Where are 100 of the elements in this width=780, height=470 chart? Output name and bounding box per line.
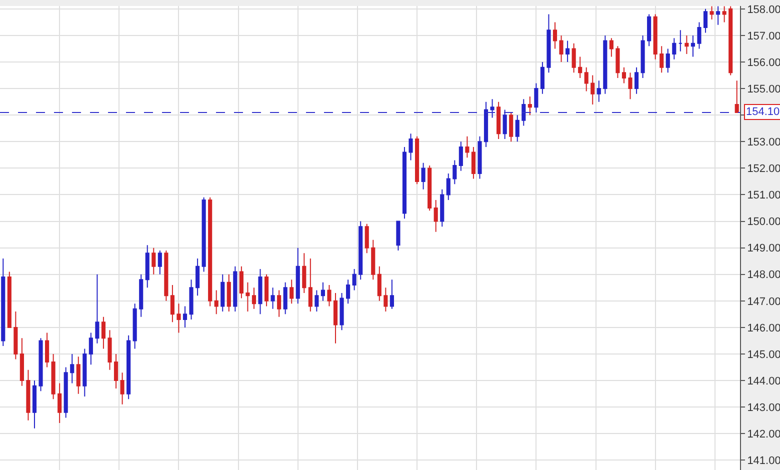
y-tick-label: 145.00: [747, 348, 780, 361]
candlestick: [522, 98, 526, 126]
candlestick: [158, 250, 162, 275]
candlestick: [196, 258, 200, 296]
y-tick-label: 153.00: [747, 136, 780, 148]
candlestick: [484, 101, 488, 148]
candlestick: [308, 258, 312, 312]
candlestick: [634, 66, 639, 94]
candlestick: [358, 220, 363, 280]
y-tick-label: 155.00: [747, 83, 780, 96]
candlestick: [14, 311, 18, 360]
candlestick: [290, 279, 294, 304]
candlestick: [384, 287, 388, 312]
candlestick: [402, 146, 407, 220]
candlestick: [346, 279, 350, 304]
candlestick: [264, 274, 269, 307]
candlestick: [546, 14, 551, 74]
candlestick: [246, 282, 250, 312]
candlestick: [327, 284, 332, 307]
candlestick: [364, 223, 369, 254]
candlestick: [252, 287, 256, 310]
y-tick-label: 150.00: [747, 216, 780, 228]
candlestick: [458, 141, 463, 172]
candlestick: [590, 74, 595, 105]
candlestick: [566, 40, 570, 63]
candlestick: [716, 6, 720, 26]
candlestick: [170, 284, 174, 323]
candlestick: [722, 6, 726, 23]
candlestick: [690, 34, 695, 58]
candlestick: [239, 266, 244, 299]
candlestick: [38, 338, 43, 392]
candlestick: [182, 306, 188, 328]
candlestick: [628, 72, 632, 100]
candlestick: [51, 354, 56, 400]
y-tick-label: 148.00: [747, 269, 780, 282]
candlestick: [622, 66, 626, 84]
candlestick: [672, 38, 676, 60]
y-tick-label: 151.00: [747, 190, 780, 202]
candlestick: [189, 279, 194, 320]
candlestick: [415, 136, 420, 185]
candlestick: [440, 188, 444, 228]
candlestick: [296, 247, 300, 304]
y-tick-label: 146.00: [747, 322, 780, 334]
candlestick: [314, 290, 319, 312]
candlestick: [1, 258, 6, 347]
candlestick: [152, 247, 156, 275]
candlestick: [434, 200, 438, 232]
y-tick-label: 152.00: [747, 163, 780, 176]
candlestick: [572, 42, 576, 74]
candlestick: [609, 38, 614, 58]
candlestick: [408, 133, 413, 161]
y-tick-label: 143.00: [747, 402, 780, 414]
candlestick: [64, 366, 68, 418]
candlestick: [7, 271, 12, 328]
candlestick: [509, 112, 514, 142]
y-tick-label: 149.00: [747, 242, 780, 255]
candlestick: [32, 380, 37, 429]
candlestick: [684, 34, 689, 55]
candlestick: [333, 292, 338, 344]
y-tick-label: 158.00: [747, 4, 780, 16]
candlestick: [515, 114, 520, 142]
candlestick: [653, 14, 658, 60]
candlestick: [452, 160, 457, 185]
candlestick: [95, 274, 100, 344]
candlestick: [490, 98, 494, 118]
candlestick: [552, 22, 558, 50]
candlestick: [302, 252, 306, 294]
candlestick: [283, 282, 288, 315]
candlestick: [132, 303, 137, 350]
candlestick: [371, 239, 376, 280]
y-tick-label: 141.00: [747, 455, 780, 468]
candlestick: [145, 244, 150, 288]
candlestick: [258, 268, 262, 315]
candlestick: [377, 266, 382, 302]
candlestick: [164, 250, 168, 302]
ref-line-label: 154.10: [746, 106, 780, 118]
y-tick-label: 144.00: [747, 375, 780, 388]
candlestick: [277, 290, 282, 318]
candlestick: [139, 274, 144, 318]
candlestick: [666, 48, 670, 74]
candlestick: [603, 34, 608, 94]
y-tick-label: 157.00: [747, 30, 780, 42]
candlestick: [82, 348, 87, 397]
y-tick-label: 147.00: [747, 296, 780, 308]
candlestick: [660, 46, 664, 74]
candlestick: [233, 266, 238, 312]
candlestick: [528, 96, 532, 116]
candlestick: [559, 34, 564, 63]
candlestick: [697, 22, 702, 50]
candlestick: [20, 338, 24, 386]
candlestick: [534, 82, 538, 113]
candlestick: [208, 196, 212, 307]
candlestick: [214, 290, 218, 315]
candlestick: [26, 369, 30, 421]
candlestick: [446, 173, 450, 201]
candlestick: [390, 279, 394, 310]
y-tick-label: 142.00: [747, 428, 780, 440]
candlestick: [114, 354, 118, 390]
candlestick: [340, 292, 344, 331]
candlestick: [596, 80, 601, 102]
